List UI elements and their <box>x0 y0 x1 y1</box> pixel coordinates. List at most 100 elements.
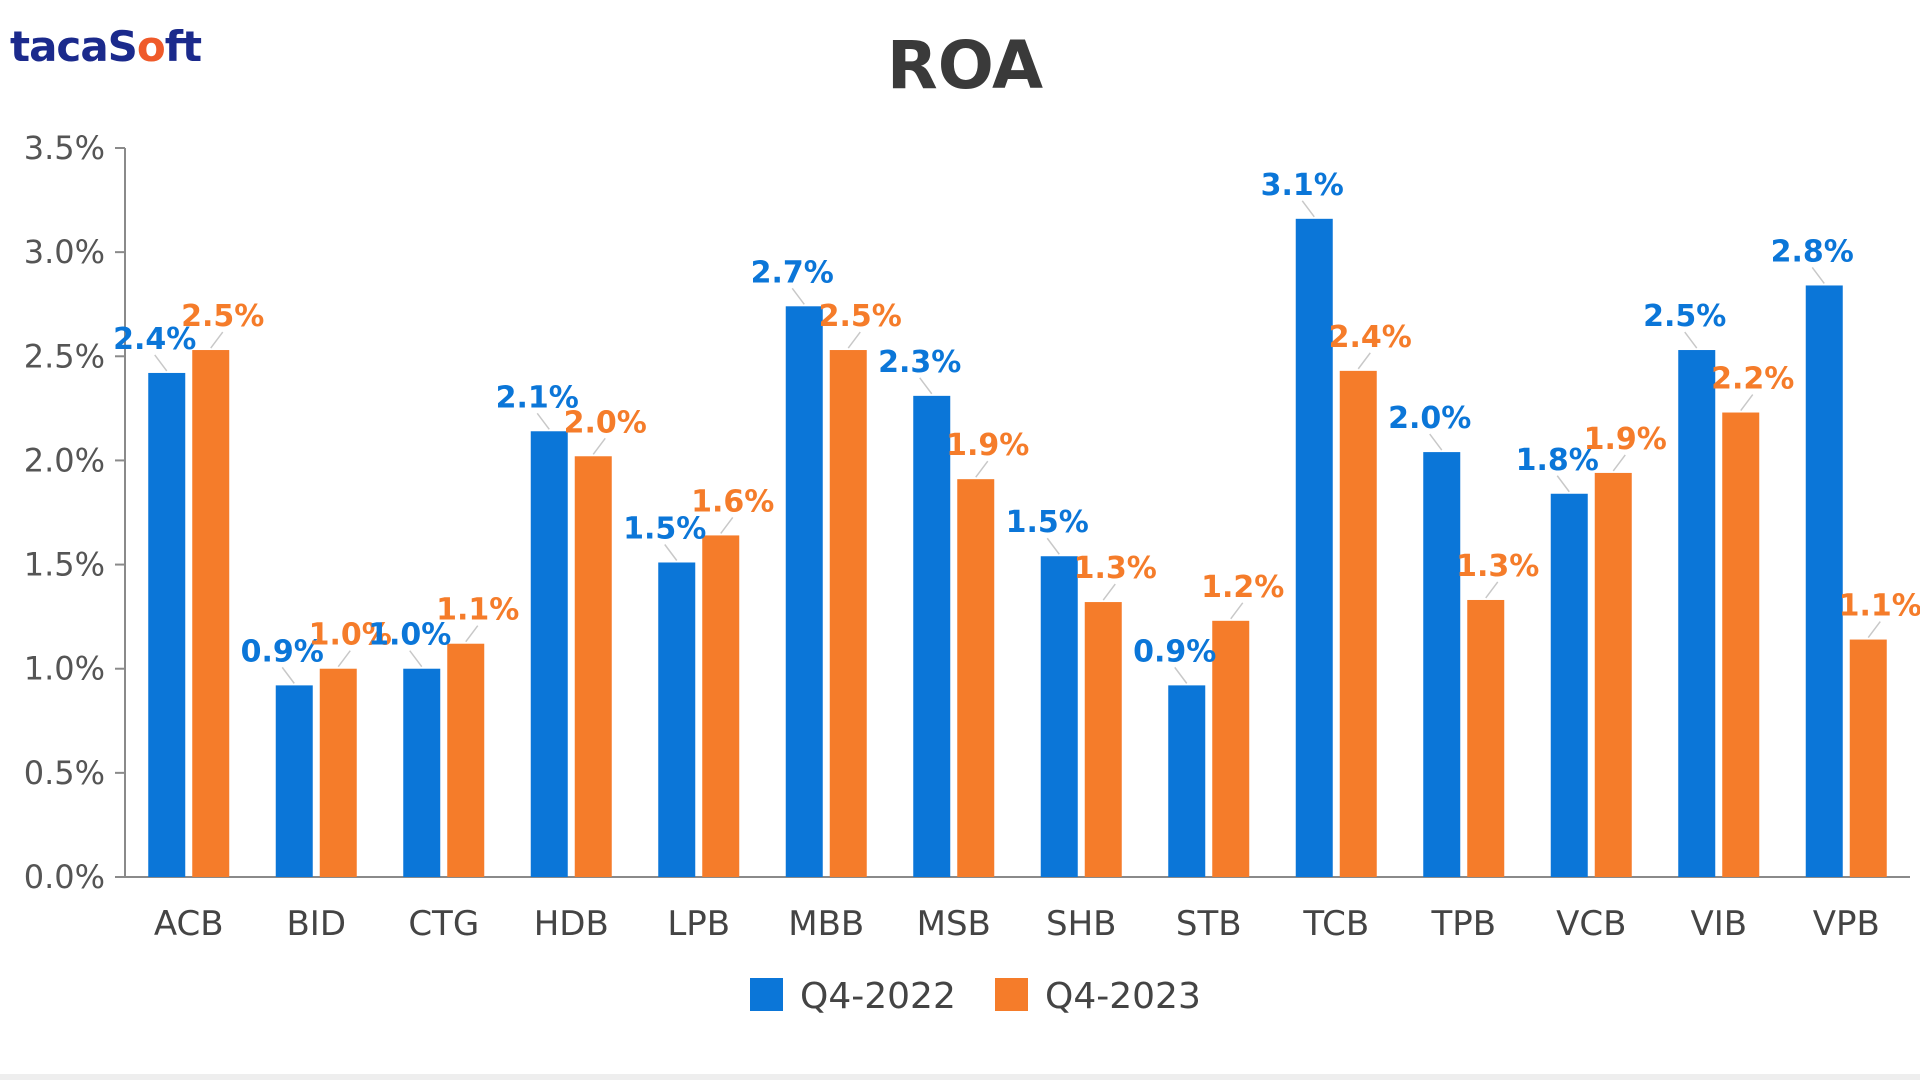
x-tick-label: VPB <box>1813 904 1880 944</box>
data-label-leader <box>847 331 861 349</box>
x-tick-label: HDB <box>534 904 609 944</box>
data-label-leader <box>1556 475 1570 493</box>
data-label: 2.5% <box>181 299 264 334</box>
bar-q4-2023-vcb <box>1594 472 1632 877</box>
data-label: 2.0% <box>1388 401 1471 436</box>
data-label: 1.3% <box>1074 551 1157 586</box>
data-label: 2.5% <box>819 299 902 334</box>
data-label: 1.0% <box>368 618 451 653</box>
data-label-leader <box>1867 621 1881 639</box>
legend-swatch <box>995 978 1028 1011</box>
data-label: 2.0% <box>564 405 647 440</box>
data-label: 1.3% <box>1456 549 1539 584</box>
legend: Q4-2022 Q4-2023 <box>750 976 1201 1017</box>
bar-q4-2023-msb <box>957 479 995 877</box>
data-label-leader <box>1429 433 1443 451</box>
y-tick-label: 1.0% <box>24 650 105 688</box>
data-label: 1.6% <box>691 484 774 519</box>
bar-q4-2023-vpb <box>1849 639 1887 877</box>
y-tick-label: 3.0% <box>24 233 105 271</box>
bar-q4-2022-shb <box>1040 556 1078 877</box>
x-tick-label: MBB <box>788 904 864 944</box>
data-label-leader <box>791 287 805 305</box>
bar-q4-2023-ctg <box>447 643 485 877</box>
tacasoft-logo: tacaSoft <box>10 22 202 71</box>
data-label-leader <box>536 412 550 430</box>
bar-q4-2023-lpb <box>702 535 740 877</box>
data-label: 2.4% <box>1329 320 1412 355</box>
data-label-leader <box>720 516 734 534</box>
data-label-leader <box>154 354 168 372</box>
bar-q4-2022-vpb <box>1805 285 1843 877</box>
logo-o-mark: o <box>136 22 166 71</box>
data-label: 1.1% <box>1839 589 1920 624</box>
logo-text: tacaSoft <box>10 22 202 71</box>
data-label-leader <box>1740 394 1754 411</box>
data-label-leader <box>409 650 423 668</box>
data-label: 2.3% <box>878 345 961 380</box>
data-label: 1.5% <box>623 511 706 546</box>
bar-q4-2022-tcb <box>1295 218 1333 877</box>
data-label: 1.8% <box>1516 443 1599 478</box>
x-tick-label: CTG <box>408 904 479 944</box>
bar-q4-2022-msb <box>913 395 951 877</box>
data-label-leader <box>1102 583 1116 601</box>
data-label: 3.1% <box>1261 168 1344 203</box>
data-label-leader <box>1357 352 1371 370</box>
y-tick-label: 1.5% <box>24 546 105 584</box>
data-label: 2.1% <box>496 380 579 415</box>
bar-q4-2023-mbb <box>829 350 867 878</box>
y-tick-label: 2.0% <box>24 441 105 479</box>
x-tick-label: VCB <box>1556 904 1626 944</box>
x-tick-label: STB <box>1176 904 1242 944</box>
data-label: 1.0% <box>309 618 392 653</box>
data-label-leader <box>210 331 224 349</box>
data-label: 2.5% <box>1643 299 1726 334</box>
data-label: 2.4% <box>113 322 196 357</box>
bar-q4-2022-vib <box>1678 350 1716 878</box>
data-label: 0.9% <box>241 634 324 669</box>
data-label-leader <box>592 437 606 455</box>
data-label: 2.2% <box>1711 362 1794 397</box>
data-label-leader <box>919 377 933 395</box>
y-axis: 0.0% 0.5% 1.0% 1.5% 2.0% 2.5% 3.0% 3.5% <box>24 129 126 896</box>
legend-label: Q4-2023 <box>1045 976 1201 1017</box>
data-label-leader <box>1485 581 1499 599</box>
x-tick-label: TCB <box>1302 904 1369 944</box>
data-label-leader <box>1684 331 1698 349</box>
bar-q4-2023-acb <box>192 350 230 878</box>
data-label: 1.9% <box>1584 422 1667 457</box>
data-label-leader <box>1046 537 1060 555</box>
bar-q4-2023-stb <box>1212 620 1250 877</box>
x-axis: ACB BID CTG HDB LPB MBB MSB SHB STB TCB TPB VCB VIB V… <box>125 876 1910 944</box>
y-tick-label: 0.5% <box>24 754 105 792</box>
data-label-leader <box>1174 666 1188 684</box>
bar-q4-2022-hdb <box>530 431 568 877</box>
data-label: 2.8% <box>1771 234 1854 269</box>
data-label-leader <box>1230 602 1244 620</box>
data-label: 2.7% <box>751 255 834 290</box>
y-tick-label: 2.5% <box>24 337 105 375</box>
y-tick-label: 0.0% <box>24 858 105 896</box>
bar-q4-2023-shb <box>1084 602 1122 877</box>
data-label: 0.9% <box>1133 634 1216 669</box>
bar-q4-2023-vib <box>1722 412 1760 877</box>
bar-q4-2022-tpb <box>1423 452 1461 877</box>
legend-swatch <box>750 978 783 1011</box>
x-tick-label: TPB <box>1430 904 1496 944</box>
data-label: 1.5% <box>1006 505 1089 540</box>
data-label-leader <box>281 666 295 684</box>
bar-q4-2022-vcb <box>1550 493 1588 877</box>
x-tick-label: MSB <box>917 904 991 944</box>
data-label-leader <box>1301 200 1315 218</box>
bar-q4-2022-lpb <box>658 562 696 877</box>
bars-group <box>148 218 1887 878</box>
bar-q4-2022-mbb <box>785 306 823 878</box>
data-label-leader <box>1612 454 1626 472</box>
data-label: 1.9% <box>946 428 1029 463</box>
bar-labels-group: 2.4%2.5%0.9%1.0%1.0%1.1%2.1%2.0%1.5%1.6%… <box>113 168 1920 684</box>
data-label-leader <box>337 650 351 668</box>
bar-q4-2022-bid <box>275 685 313 877</box>
bar-q4-2023-tpb <box>1467 599 1505 877</box>
